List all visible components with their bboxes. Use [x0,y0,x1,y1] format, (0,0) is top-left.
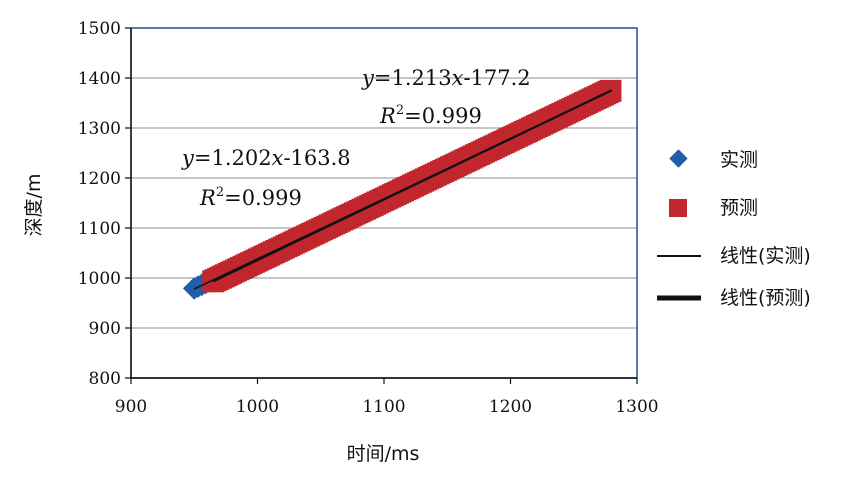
trendline-predicted [212,89,613,283]
r2-pred-sup: 2 [396,103,404,118]
x-tick-label-1200: 1200 [489,397,532,417]
eq-meas-y: y [181,146,195,170]
trend-lines [193,89,613,290]
legend-diamond-marker [669,149,688,168]
r2-meas-sup: 2 [216,185,224,200]
legend-label-linear-measured: 线性(实测) [720,245,811,267]
equation-predicted: y=1.213x-177.2 [361,66,531,90]
y-tick-labels: 800 900 1000 1100 1200 1300 1400 1500 [78,19,121,389]
eq-pred-coef: =1.213 [374,66,452,90]
legend-label-measured: 实测 [720,149,758,171]
x-tick-labels: 900 1000 1100 1200 1300 [115,397,659,417]
legend-item-predicted: 预测 [669,197,758,219]
legend-label-predicted: 预测 [720,197,758,219]
r2-pred-label: R [379,104,396,128]
eq-meas-coef: =1.202 [194,146,272,170]
y-tick-label-1000: 1000 [78,269,121,289]
y-tick-label-1300: 1300 [78,119,121,139]
x-tick-label-1000: 1000 [236,397,279,417]
legend-square-marker [669,199,687,217]
axes [125,27,638,384]
x-tick-label-1100: 1100 [362,397,405,417]
y-tick-label-1400: 1400 [78,69,121,89]
y-tick-label-1200: 1200 [78,169,121,189]
equation-measured: y=1.202x-163.8 [181,146,351,170]
legend-item-measured: 实测 [669,149,758,171]
x-tick-label-1300: 1300 [615,397,658,417]
y-axis-title: 深度/m [23,174,45,237]
y-tick-label-1500: 1500 [78,19,121,39]
y-tick-label-900: 900 [89,319,121,339]
legend: 实测 预测 线性(实测) 线性(预测) [657,149,811,309]
eq-meas-x: x [272,146,284,170]
r2-meas-label: R [199,186,216,210]
x-axis-title: 时间/ms [347,443,420,465]
r2-meas-value: =0.999 [224,186,302,210]
eq-pred-x: x [452,66,464,90]
legend-item-linear-predicted: 线性(预测) [657,287,811,309]
r2-predicted: R2=0.999 [379,103,482,128]
r2-measured: R2=0.999 [199,185,302,210]
x-tick-label-900: 900 [115,397,147,417]
eq-meas-intercept: -163.8 [283,146,350,170]
legend-label-linear-predicted: 线性(预测) [720,287,811,309]
eq-pred-y: y [361,66,375,90]
eq-pred-intercept: -177.2 [463,66,530,90]
r2-pred-value: =0.999 [404,104,482,128]
y-tick-label-1100: 1100 [78,219,121,239]
y-tick-label-800: 800 [89,369,121,389]
legend-item-linear-measured: 线性(实测) [657,245,811,267]
